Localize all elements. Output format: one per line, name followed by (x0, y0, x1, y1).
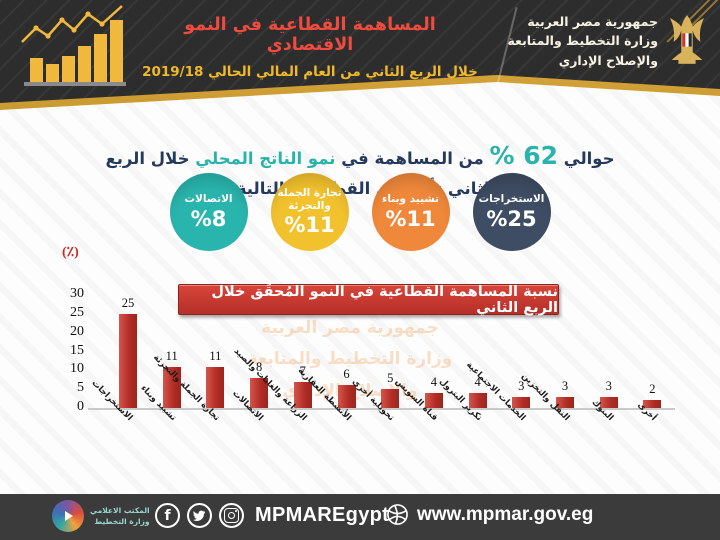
y-axis-unit-label: (٪) (62, 245, 79, 260)
bar-value-label: 25 (121, 295, 135, 310)
x-axis-line (88, 408, 675, 410)
media-office-line-2: وزارة التخطيط (94, 517, 150, 526)
sector-bubble: تجارة الجملة والتجزئة %11 (270, 173, 349, 251)
sector-bubble: الاستخراجات %25 (472, 173, 551, 251)
y-axis-tick: 15 (70, 342, 84, 358)
bar (381, 389, 400, 408)
watermark-line: وزارة التخطيط والمتابعة (247, 349, 453, 370)
sector-bubble: الاتصالات %8 (169, 173, 248, 251)
bar-value-label: 3 (605, 378, 612, 393)
bubble-label: تشييد وبناء (382, 193, 439, 206)
website-block: www.mpmar.gov.eg (386, 503, 593, 526)
bar (556, 396, 574, 408)
intro-highlight: نمو الناتج المحلي (195, 148, 336, 168)
globe-icon (386, 503, 409, 526)
ministry-block: جمهورية مصر العربية وزارة التخطيط والمتا… (507, 12, 708, 70)
bar (206, 366, 225, 408)
y-axis-tick: 25 (70, 304, 84, 320)
bubble-value: %11 (385, 206, 436, 231)
intro-value: 62 % (489, 140, 559, 170)
bar-value-label: 3 (561, 378, 569, 393)
bar (424, 392, 443, 408)
bubble-label: الاستخراجات (478, 193, 545, 206)
bar (643, 400, 662, 408)
media-office-logo-icon (52, 500, 84, 532)
bubble-value: %11 (284, 212, 335, 237)
ministry-line-2: وزارة التخطيط والمتابعة (507, 33, 658, 49)
social-media-block: f MPMAREgypt (155, 503, 389, 528)
bar-value-label: 7 (299, 363, 306, 378)
bar-value-label: 11 (209, 348, 222, 363)
page-subtitle: خلال الربع الثاني من العام المالي الحالي… (142, 64, 478, 80)
social-handle: MPMAREgypt (255, 504, 390, 526)
bar (119, 313, 137, 408)
footer-bar: المكتب الاعلامي وزارة التخطيط f MPMAREgy… (0, 494, 720, 540)
egypt-eagle-emblem-icon (666, 12, 708, 70)
bar-value-label: 8 (255, 359, 263, 374)
bubble-label: الاتصالات (184, 193, 233, 206)
y-axis-tick: 20 (70, 323, 84, 339)
bar (293, 381, 312, 408)
y-axis-tick: 10 (70, 361, 84, 377)
bubble-value: %25 (486, 206, 537, 231)
instagram-icon (219, 503, 244, 528)
bubble-value: %8 (190, 206, 227, 231)
bubble-label: تجارة الجملة والتجزئة (277, 187, 342, 212)
chart-title: نسبة المساهمة القطاعية في النمو المُحقَق… (211, 283, 558, 316)
y-axis-tick: 0 (77, 399, 84, 414)
bar-value-label: 6 (343, 367, 350, 382)
growth-chart-icon (16, 4, 128, 94)
facebook-icon: f (155, 503, 180, 528)
bar (468, 392, 487, 408)
y-axis-tick: 30 (70, 286, 84, 301)
bar-value-label: 5 (387, 371, 394, 386)
bar-value-label: 2 (649, 382, 656, 397)
bar (599, 396, 618, 408)
chart-title-banner: نسبة المساهمة القطاعية في النمو المُحقَق… (178, 283, 559, 316)
watermark-line: جمهورية مصر العربية (261, 318, 439, 338)
bar-value-label: 11 (165, 348, 178, 363)
bar-value-label: 3 (518, 378, 525, 393)
twitter-icon (187, 503, 212, 528)
bar-value-label: 4 (474, 374, 481, 389)
intro-middle: من المساهمة في (341, 148, 484, 168)
page-title: المساهمة القطاعية في النمو الاقتصادي (184, 15, 436, 55)
ministry-line-3: والإصلاح الإداري (558, 52, 658, 68)
ministry-line-1: جمهورية مصر العربية (527, 14, 658, 29)
bar-value-label: 4 (430, 374, 438, 389)
website-url: www.mpmar.gov.eg (417, 503, 594, 525)
bar (250, 377, 269, 408)
media-office-logo: المكتب الاعلامي وزارة التخطيط (52, 500, 150, 532)
media-office-line-1: المكتب الاعلامي (90, 505, 150, 515)
y-axis-tick: 5 (77, 380, 84, 396)
sector-bubbles-row: الاتصالات %8 تجارة الجملة والتجزئة %11 تشييد… (0, 173, 720, 251)
intro-prefix: حوالي (563, 148, 615, 168)
bar (162, 366, 181, 408)
bar (512, 396, 531, 408)
sector-bubble: تشييد وبناء %11 (371, 173, 450, 251)
bar (337, 385, 356, 408)
